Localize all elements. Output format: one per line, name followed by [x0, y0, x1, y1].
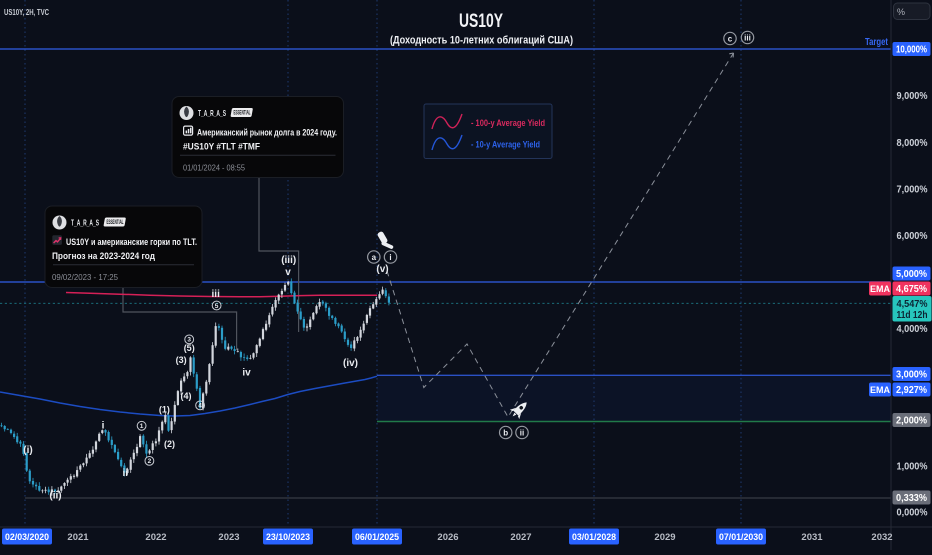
svg-text:ESSENTIAL: ESSENTIAL [107, 220, 124, 226]
svg-text:i: i [102, 421, 105, 432]
svg-text:1,000%: 1,000% [897, 462, 928, 473]
svg-text:2,000%: 2,000% [896, 416, 927, 427]
svg-text:i: i [389, 253, 391, 262]
svg-text:02/03/2020: 02/03/2020 [5, 532, 49, 542]
svg-text:(iv): (iv) [343, 358, 358, 369]
svg-text:5: 5 [215, 303, 219, 310]
svg-text:10,000%: 10,000% [896, 45, 927, 56]
svg-text:US10Y, 2H, TVC: US10Y, 2H, TVC [4, 7, 50, 17]
svg-text:07/01/2030: 07/01/2030 [719, 532, 763, 542]
svg-text:3: 3 [187, 337, 191, 344]
svg-text:(ii): (ii) [49, 491, 61, 502]
svg-text:EMA: EMA [870, 385, 891, 395]
svg-text:2022: 2022 [145, 532, 166, 543]
svg-text:US10Y и американские горки по: US10Y и американские горки по TLT. [66, 237, 197, 248]
svg-text:6,000%: 6,000% [897, 231, 928, 242]
svg-text:(4): (4) [181, 391, 192, 401]
svg-text:01/01/2024 - 08:55: 01/01/2024 - 08:55 [183, 163, 245, 173]
svg-text:v: v [285, 267, 291, 278]
svg-text:2021: 2021 [67, 532, 89, 543]
svg-text:4: 4 [198, 403, 202, 410]
svg-text:2,927%: 2,927% [896, 385, 927, 396]
svg-text:4,000%: 4,000% [897, 324, 928, 335]
svg-text:2031: 2031 [801, 532, 823, 543]
svg-text:06/01/2025: 06/01/2025 [355, 532, 399, 542]
svg-text:EMA: EMA [870, 284, 891, 294]
svg-text:(3): (3) [176, 355, 187, 365]
svg-text:03/01/2028: 03/01/2028 [572, 532, 616, 542]
svg-text:%: % [897, 7, 905, 17]
svg-text:0,333%: 0,333% [896, 493, 927, 504]
svg-text:3,000%: 3,000% [896, 370, 927, 381]
svg-text:- 10-y Average Yield: - 10-y Average Yield [471, 140, 540, 150]
svg-text:(5): (5) [184, 343, 195, 353]
svg-text:iv: iv [242, 368, 251, 379]
svg-text:9,000%: 9,000% [897, 91, 928, 102]
svg-text:5,000%: 5,000% [896, 269, 927, 280]
svg-text:(v): (v) [376, 264, 388, 275]
svg-text:iii: iii [744, 33, 751, 42]
svg-text:(i): (i) [23, 445, 32, 456]
svg-text:Target: Target [865, 36, 888, 48]
svg-text:2026: 2026 [437, 532, 458, 543]
svg-text:c: c [728, 34, 733, 43]
svg-text:7,000%: 7,000% [897, 184, 928, 195]
svg-text:ESSENTIAL: ESSENTIAL [234, 111, 251, 117]
svg-text:2027: 2027 [510, 532, 531, 543]
svg-text:2: 2 [148, 458, 152, 465]
svg-text:(2): (2) [164, 439, 175, 449]
svg-text:T_A_R_A_S: T_A_R_A_S [71, 218, 99, 228]
svg-text:(1): (1) [159, 405, 170, 415]
svg-text:Американский рынок долга в 202: Американский рынок долга в 2024 году. [197, 128, 337, 139]
svg-text:2032: 2032 [871, 532, 892, 543]
svg-text:a: a [372, 253, 377, 262]
svg-text:US10Y: US10Y [459, 11, 503, 32]
svg-text:iii: iii [212, 289, 221, 300]
svg-text:23/10/2023: 23/10/2023 [266, 532, 310, 542]
svg-text:1: 1 [140, 423, 144, 430]
svg-text:8,000%: 8,000% [897, 138, 928, 149]
svg-text:ii: ii [123, 468, 129, 479]
svg-text:(Доходность 10-летних облигаци: (Доходность 10-летних облигаций США) [390, 35, 573, 47]
svg-text:b: b [503, 428, 508, 437]
svg-text:09/02/2023 - 17:25: 09/02/2023 - 17:25 [52, 272, 118, 282]
svg-text:Прогноз на 2023-2024 год: Прогноз на 2023-2024 год [52, 251, 155, 262]
svg-text:2023: 2023 [218, 532, 239, 543]
svg-text:#US10Y #TLT #TMF: #US10Y #TLT #TMF [183, 142, 260, 153]
svg-text:ii: ii [520, 428, 524, 437]
svg-text:- 100-y Average Yield: - 100-y Average Yield [471, 118, 545, 128]
svg-text:11d 12h: 11d 12h [897, 310, 928, 321]
svg-text:(iii): (iii) [281, 255, 296, 266]
svg-text:4,675%: 4,675% [896, 284, 927, 295]
svg-text:0,000%: 0,000% [897, 508, 928, 519]
svg-text:4,547%: 4,547% [897, 299, 928, 310]
svg-text:T_A_R_A_S: T_A_R_A_S [198, 108, 226, 118]
svg-text:2029: 2029 [654, 532, 675, 543]
